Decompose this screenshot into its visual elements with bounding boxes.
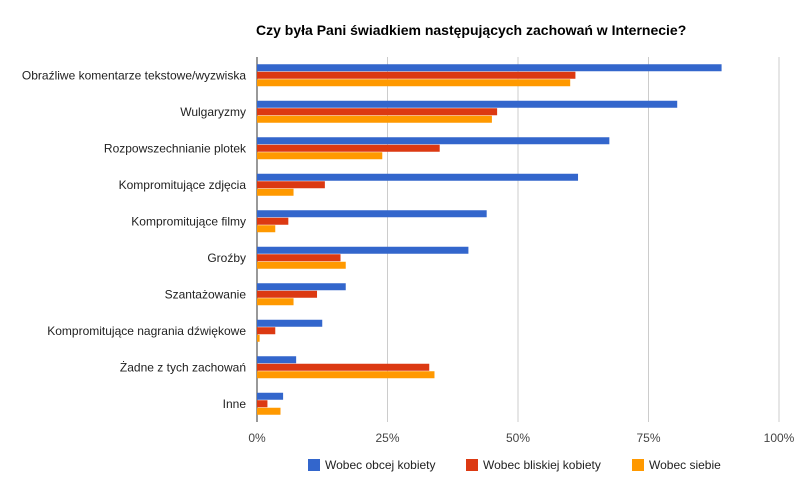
bar xyxy=(257,261,346,269)
bar xyxy=(257,210,487,218)
bar xyxy=(257,137,610,145)
x-tick-label: 100% xyxy=(764,431,795,445)
bar xyxy=(257,79,571,87)
bar xyxy=(257,356,297,364)
bar xyxy=(257,283,346,291)
bar xyxy=(257,217,289,225)
x-tick-label: 0% xyxy=(248,431,266,445)
bar xyxy=(257,400,268,408)
x-tick-label: 75% xyxy=(636,431,660,445)
bar xyxy=(257,152,383,160)
category-label: Żadne z tych zachowań xyxy=(120,360,246,374)
bar xyxy=(257,100,678,108)
bar xyxy=(257,71,576,79)
bar xyxy=(257,392,284,400)
bar xyxy=(257,371,435,379)
legend-label: Wobec obcej kobiety xyxy=(325,458,436,472)
category-label: Obraźliwe komentarze tekstowe/wyzwiska xyxy=(22,68,246,82)
bar xyxy=(257,115,492,123)
bar xyxy=(257,319,323,327)
legend-swatch xyxy=(308,459,320,471)
bar xyxy=(257,290,318,298)
legend-label: Wobec siebie xyxy=(649,458,721,472)
legend: Wobec obcej kobiety Wobec bliskiej kobiet… xyxy=(308,458,721,472)
category-label: Wulgaryzmy xyxy=(180,105,246,119)
x-tick-label: 25% xyxy=(375,431,399,445)
x-tick-label: 50% xyxy=(506,431,530,445)
chart-title: Czy była Pani świadkiem następujących za… xyxy=(256,22,686,38)
x-tick-labels: 0% 25% 50% 75% 100% xyxy=(248,431,794,445)
bar xyxy=(257,363,430,371)
bar xyxy=(257,144,440,152)
legend-label: Wobec bliskiej kobiety xyxy=(483,458,601,472)
legend-swatch xyxy=(632,459,644,471)
bar xyxy=(257,225,276,233)
category-labels: Obraźliwe komentarze tekstowe/wyzwiska Wu… xyxy=(22,68,247,411)
category-label: Groźby xyxy=(207,251,246,265)
category-label: Rozpowszechnianie plotek xyxy=(104,141,247,155)
bar xyxy=(257,173,579,181)
bar xyxy=(257,64,722,72)
bar xyxy=(257,334,260,342)
bar xyxy=(257,246,469,254)
bars xyxy=(257,64,722,415)
category-label: Kompromitujące filmy xyxy=(131,214,246,228)
bar xyxy=(257,254,341,262)
bar xyxy=(257,407,281,415)
legend-swatch xyxy=(466,459,478,471)
bar xyxy=(257,188,294,196)
category-label: Inne xyxy=(223,397,247,411)
category-label: Kompromitujące nagrania dźwiękowe xyxy=(47,324,246,338)
bar xyxy=(257,327,276,335)
bar xyxy=(257,108,498,116)
bar xyxy=(257,298,294,306)
bar xyxy=(257,181,325,189)
category-label: Szantażowanie xyxy=(165,287,247,301)
category-label: Kompromitujące zdjęcia xyxy=(119,178,247,192)
